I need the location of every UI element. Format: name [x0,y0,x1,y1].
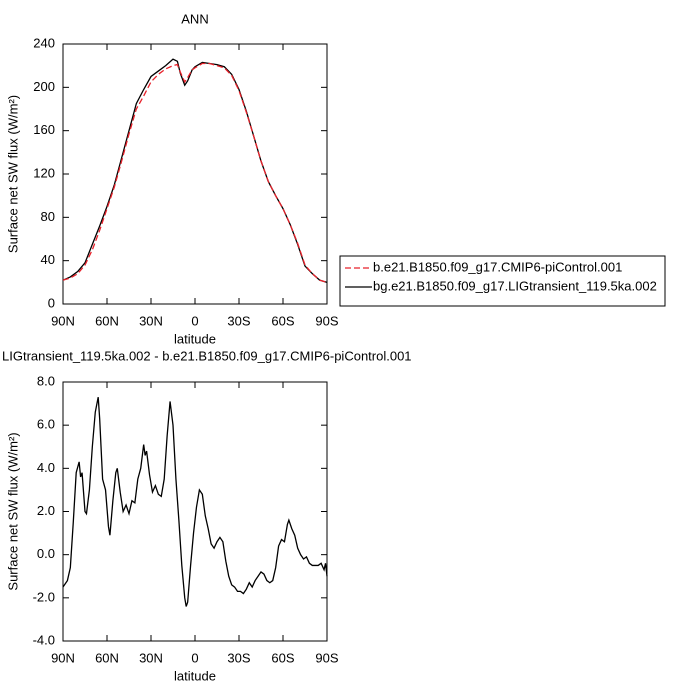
y-tick-label: 80 [41,209,55,224]
chart-title: ANN [181,11,208,26]
legend-box [339,255,666,307]
x-tick-label: 90N [51,313,75,328]
x-tick-label: 90S [315,650,338,665]
x-tick-label: 30N [139,313,163,328]
x-tick-label: 60N [95,313,119,328]
y-axis-label: Surface net SW flux (W/m²) [5,432,20,590]
x-tick-label: 90S [315,313,338,328]
x-tick-label: 30S [227,313,250,328]
x-tick-label: 30N [139,650,163,665]
y-tick-label: 40 [41,252,55,267]
data-line [62,62,328,283]
data-line [62,396,328,607]
plot-frame [62,43,328,305]
y-tick-label: 8.0 [37,373,55,388]
y-tick-label: 160 [33,122,55,137]
y-tick-label: 4.0 [37,460,55,475]
legend-label: b.e21.B1850.f09_g17.CMIP6-piControl.001 [373,259,622,274]
x-tick-label: 60S [271,313,294,328]
x-tick-label: 60N [95,650,119,665]
y-tick-label: 240 [33,35,55,50]
x-tick-label: 0 [191,650,198,665]
x-tick-label: 90N [51,650,75,665]
y-axis-label: Surface net SW flux (W/m²) [5,95,20,253]
plot-frame [62,381,328,642]
y-tick-label: 2.0 [37,503,55,518]
x-axis-label: latitude [174,668,216,683]
chart-title: LIGtransient_119.5ka.002 - b.e21.B1850.f… [2,348,412,363]
x-tick-label: 0 [191,313,198,328]
y-tick-label: 200 [33,79,55,94]
data-line [62,58,328,283]
x-tick-label: 60S [271,650,294,665]
y-tick-label: 120 [33,165,55,180]
x-tick-label: 30S [227,650,250,665]
y-tick-label: 0.0 [37,546,55,561]
legend-label: bg.e21.B1850.f09_g17.LIGtransient_119.5k… [373,278,657,293]
x-axis-label: latitude [174,331,216,346]
y-tick-label: -2.0 [33,589,55,604]
y-tick-label: 6.0 [37,417,55,432]
y-tick-label: 0 [48,295,55,310]
y-tick-label: -4.0 [33,632,55,647]
